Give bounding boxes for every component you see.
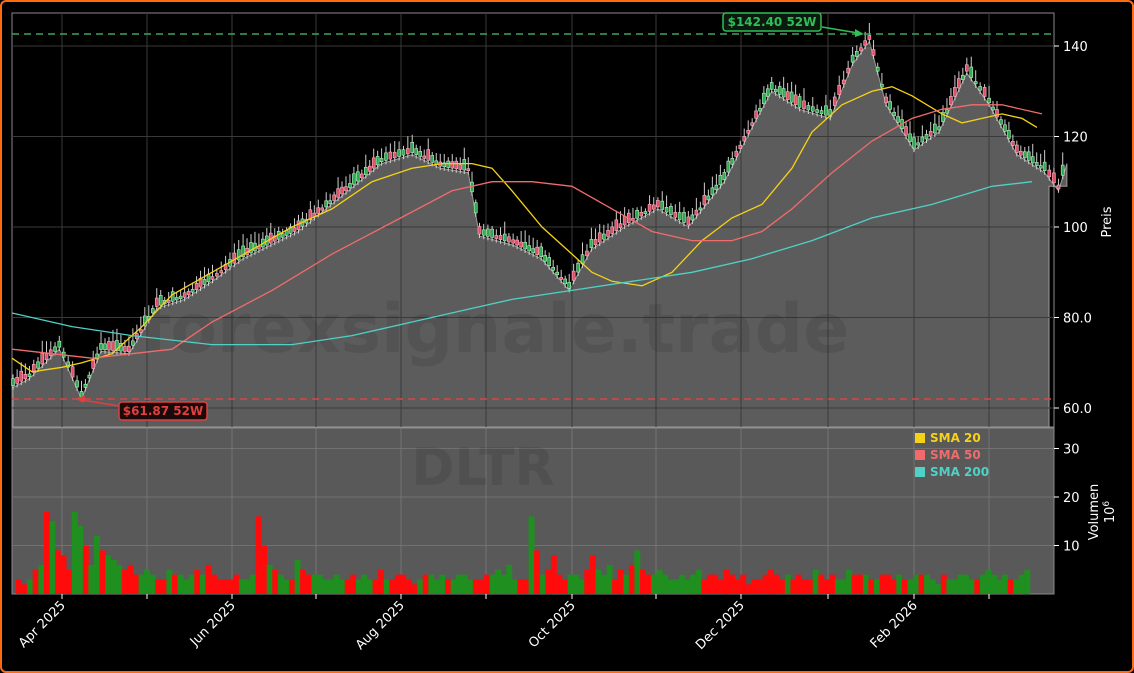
volume-axis-label: Volumen bbox=[1087, 484, 1102, 541]
watermark-site: forexsignale.trade bbox=[141, 290, 850, 369]
volume-bars bbox=[16, 511, 1031, 595]
legend-swatch-sma50 bbox=[915, 450, 925, 460]
x-axis: Apr 2025 Jun 2025 Aug 2025 Oct 2025 Dec 2025… bbox=[16, 594, 990, 653]
volume-tick-label: 20 bbox=[1063, 491, 1080, 506]
high-52w-annotation: $142.40 52W bbox=[722, 12, 864, 37]
volume-axis: 10 20 30 bbox=[1054, 443, 1080, 555]
candlesticks bbox=[11, 22, 1065, 401]
volume-panel bbox=[11, 427, 1055, 595]
x-tick-label: Apr 2025 bbox=[16, 598, 69, 651]
price-tick-label: 80.0 bbox=[1063, 312, 1092, 327]
legend: SMA 20 SMA 50 SMA 200 bbox=[915, 431, 989, 479]
x-tick-label: Jun 2025 bbox=[187, 598, 239, 650]
price-tick-label: 140 bbox=[1063, 40, 1088, 55]
price-tick-label: 100 bbox=[1063, 221, 1088, 236]
arrow-icon bbox=[855, 29, 864, 37]
price-tick-label: 120 bbox=[1063, 131, 1088, 146]
x-tick-label: Aug 2025 bbox=[353, 598, 408, 653]
legend-swatch-sma200 bbox=[915, 467, 925, 477]
volume-tick-label: 30 bbox=[1063, 443, 1080, 458]
legend-label-sma20: SMA 20 bbox=[930, 431, 981, 445]
sma200-line bbox=[11, 181, 1033, 346]
volume-tick-label: 10 bbox=[1063, 540, 1080, 555]
x-tick-label: Feb 2026 bbox=[868, 598, 921, 651]
watermark-ticker: DLTR bbox=[411, 438, 554, 498]
price-tick-label: 60.0 bbox=[1063, 402, 1092, 417]
legend-swatch-sma20 bbox=[915, 433, 925, 443]
x-tick-label: Dec 2025 bbox=[693, 598, 748, 653]
sma20-line bbox=[11, 86, 1038, 373]
legend-label-sma200: SMA 200 bbox=[930, 465, 989, 479]
sma-lines bbox=[11, 86, 1043, 373]
x-tick-label: Oct 2025 bbox=[526, 598, 579, 651]
volume-axis-scale: 106 bbox=[1102, 501, 1118, 524]
price-axis-label: Preis bbox=[1100, 206, 1115, 237]
legend-label-sma50: SMA 50 bbox=[930, 448, 981, 462]
price-axis: 60.0 80.0 100 120 140 bbox=[1054, 40, 1092, 417]
sma50-line bbox=[11, 104, 1043, 359]
low-52w-label: $61.87 52W bbox=[123, 404, 203, 418]
arrow-icon bbox=[76, 395, 85, 403]
high-52w-label: $142.40 52W bbox=[728, 15, 817, 29]
low-52w-annotation: $61.87 52W bbox=[76, 395, 208, 421]
